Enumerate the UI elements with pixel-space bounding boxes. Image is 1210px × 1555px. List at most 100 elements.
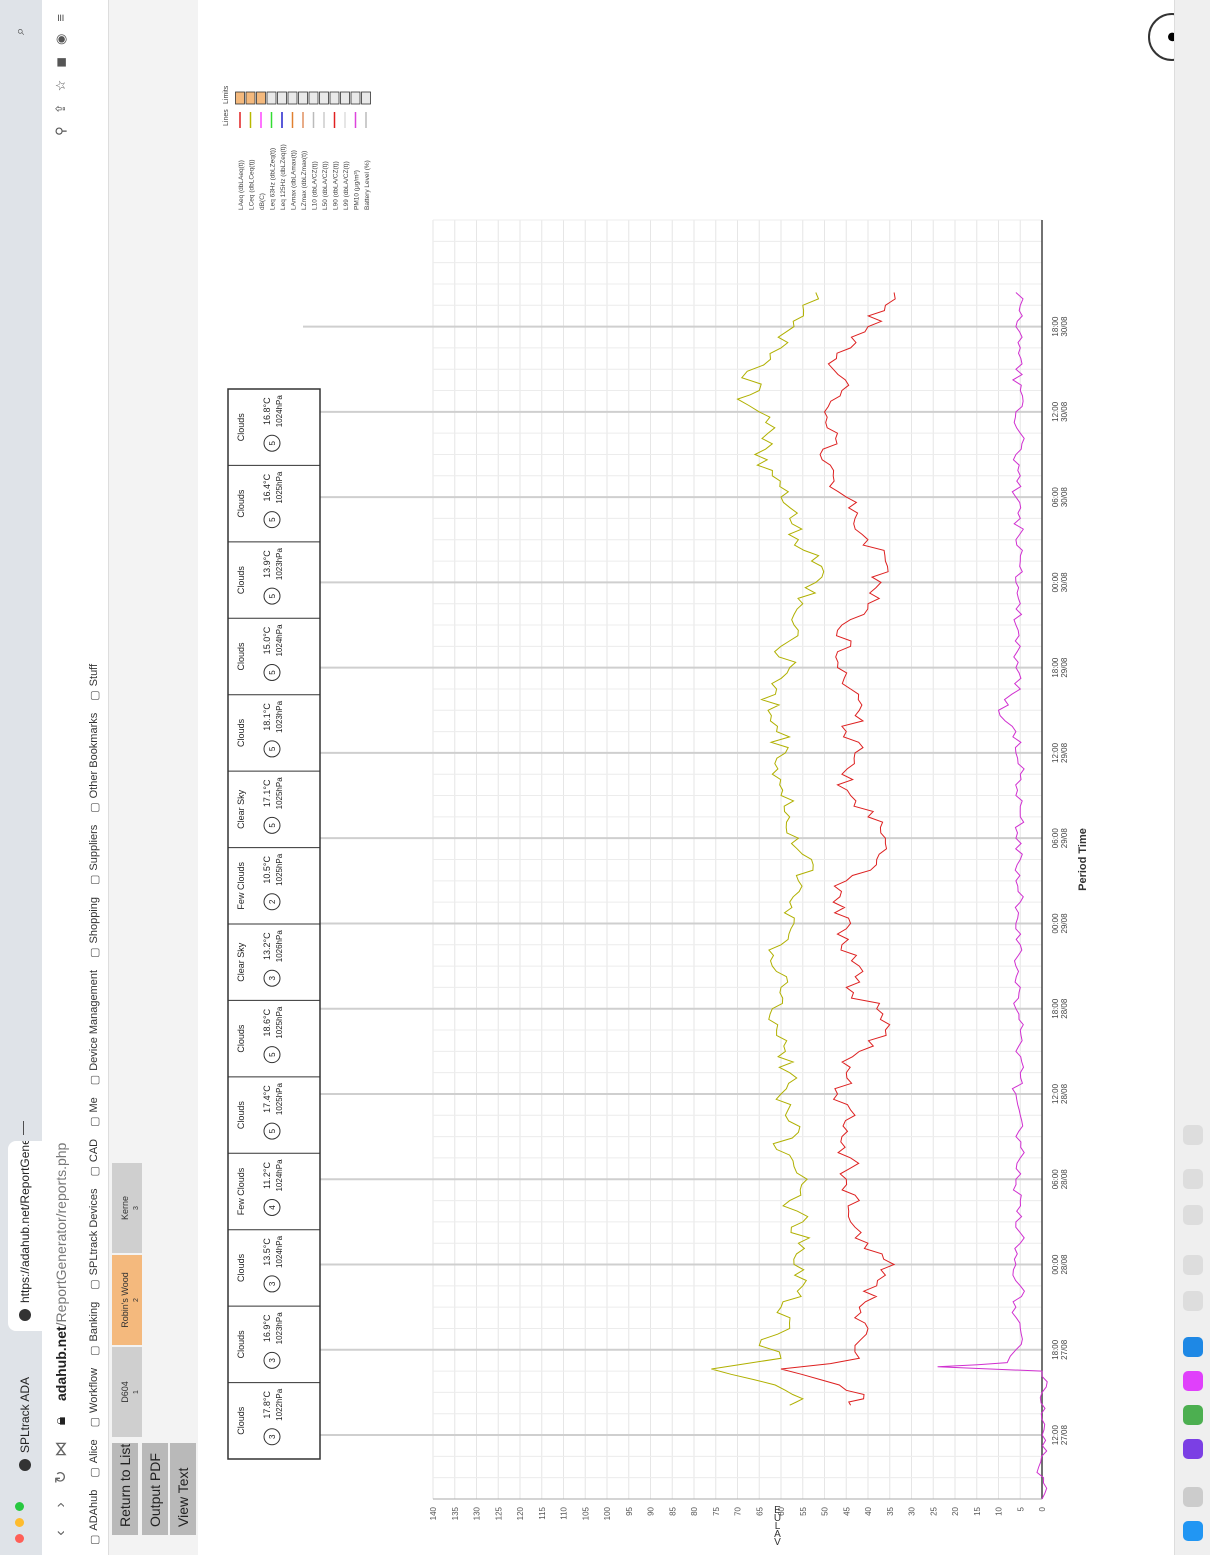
y-tick-label: 100 xyxy=(603,1506,612,1520)
x-tick-date-label: 30/08 xyxy=(1060,316,1069,337)
weather-cell: Few Clouds 2 10.5°C 1025hPa xyxy=(228,853,320,925)
x-tick-label: 06:00 xyxy=(1051,1169,1060,1190)
bookmark-label: Alice xyxy=(88,1439,100,1464)
folder-icon: ▢ xyxy=(88,947,101,958)
y-tick-label: 5 xyxy=(1016,1506,1025,1511)
site-tab-d604[interactable]: D604 1 xyxy=(112,1347,142,1437)
weather-temperature: 18.6°C xyxy=(262,1008,272,1036)
site-tab-label: Robin's Wood xyxy=(120,1272,130,1328)
legend-entry-label: Leq 63Hz (dbLZeq(t)) xyxy=(270,148,277,210)
output-pdf-button[interactable]: Output PDF xyxy=(142,1443,168,1535)
bookmark-item[interactable]: ▢ Stuff xyxy=(88,664,101,701)
weather-temperature: 13.9°C xyxy=(262,550,272,578)
weather-cell: Clouds 3 17.8°C 1022hPa xyxy=(228,1388,320,1460)
search-tabs-icon[interactable]: ⌕ xyxy=(12,27,27,35)
bookmark-item[interactable]: ▢ Other Bookmarks xyxy=(88,713,101,813)
return-to-list-button[interactable]: Return to List xyxy=(112,1443,138,1535)
folder-icon: ▢ xyxy=(88,1467,101,1478)
weather-temperature: 17.4°C xyxy=(262,1085,272,1113)
bookmark-item[interactable]: ▢ Me xyxy=(88,1097,101,1127)
x-tick-date-label: 30/08 xyxy=(1060,572,1069,593)
y-tick-label: 125 xyxy=(494,1506,503,1520)
x-tick-label: 18:00 xyxy=(1051,657,1060,678)
x-tick-label: 18:00 xyxy=(1051,316,1060,337)
weather-pressure: 1025hPa xyxy=(275,777,284,810)
settings-icon[interactable] xyxy=(1183,1291,1203,1311)
weather-condition: Clouds xyxy=(236,1253,246,1282)
menu-icon[interactable]: ≡ xyxy=(53,14,68,22)
y-tick-label: 15 xyxy=(973,1506,982,1515)
y-tick-label: 90 xyxy=(647,1506,656,1515)
legend-limit-toggle xyxy=(287,91,298,105)
weather-temperature: 13.5°C xyxy=(262,1238,272,1266)
tab-report-generator[interactable]: https://adahub.net/ReportGene xyxy=(8,1141,42,1331)
clock-icon[interactable] xyxy=(1183,1169,1203,1189)
profile-icon[interactable]: ◉ xyxy=(53,33,68,45)
bookmark-item[interactable]: ▢ Banking xyxy=(88,1302,101,1356)
weather-condition: Few Clouds xyxy=(236,862,246,910)
photos-icon[interactable] xyxy=(1183,1371,1203,1391)
x-tick-date-label: 28/08 xyxy=(1060,1254,1069,1275)
app-icon[interactable] xyxy=(1183,1439,1203,1459)
report-chart: 0510152025303540455055606570758085909510… xyxy=(223,85,1089,1548)
extension-icon[interactable]: ◼ xyxy=(53,56,68,68)
bookmark-item[interactable]: ▢ Device Management xyxy=(88,970,101,1085)
forward-icon[interactable]: › xyxy=(52,1502,69,1508)
weather-condition: Clouds xyxy=(236,1024,246,1053)
view-text-button[interactable]: View Text xyxy=(170,1443,196,1535)
weather-condition: Clouds xyxy=(236,1406,246,1435)
url-bar[interactable]: adahub.net/ReportGenerator/reports.php xyxy=(53,1143,69,1401)
weather-cell: Clear Sky 5 17.1°C 1025hPa xyxy=(228,777,320,849)
x-tick-date-label: 27/08 xyxy=(1060,1424,1069,1445)
bookmark-label: ADAhub xyxy=(88,1489,100,1531)
wind-direction-icon xyxy=(263,1122,281,1140)
bookmark-item[interactable]: ▢ CAD xyxy=(88,1139,101,1177)
messages-icon[interactable] xyxy=(1183,1405,1203,1425)
bookmark-item[interactable]: ▢ Alice xyxy=(88,1439,101,1477)
bookmark-star-icon[interactable]: ☆ xyxy=(53,79,68,92)
bookmark-item[interactable]: ▢ SPLtrack Devices xyxy=(88,1189,101,1290)
weather-cell: Clouds 3 13.5°C 1024hPa xyxy=(228,1235,320,1307)
tab-spltrack[interactable]: SPLtrack ADA xyxy=(8,1331,42,1481)
site-tab-robins-wood[interactable]: Robin's Wood 2 xyxy=(112,1255,142,1345)
safari-icon[interactable] xyxy=(1183,1337,1203,1357)
maps-icon[interactable] xyxy=(1183,1255,1203,1275)
site-tab-kerne[interactable]: Kerne 3 xyxy=(112,1163,142,1253)
new-tab-button[interactable]: — xyxy=(14,1121,30,1135)
wind-speed: 5 xyxy=(268,1128,277,1133)
tab-label: https://adahub.net/ReportGene xyxy=(18,1141,32,1303)
back-icon[interactable]: ‹ xyxy=(52,1530,69,1536)
bookmark-item[interactable]: ▢ Suppliers xyxy=(88,825,101,885)
report-panel: 0 5 10 15 20 25 30 35 40 45 50 55 60 65 70 75 80 85 90 95 10… xyxy=(198,0,1174,1555)
bookmark-item[interactable]: ▢ Workflow xyxy=(88,1368,101,1427)
bookmark-item[interactable]: ▢ Shopping xyxy=(88,897,101,958)
wind-direction-icon xyxy=(263,587,281,605)
maximize-window-button[interactable] xyxy=(15,1502,24,1511)
launcher-icon[interactable] xyxy=(1183,1487,1203,1507)
extensions-icon[interactable]: ⋈ xyxy=(53,1441,70,1457)
close-window-button[interactable] xyxy=(15,1534,24,1543)
reload-icon[interactable]: ↻ xyxy=(53,1470,70,1484)
y-axis-title-letter: L xyxy=(775,1521,781,1532)
wind-direction-icon xyxy=(263,434,281,452)
weather-temperature: 11.2°C xyxy=(262,1162,272,1189)
x-tick-label: 00:00 xyxy=(1051,572,1060,593)
terminal-icon[interactable] xyxy=(1183,1125,1203,1145)
weather-condition: Clouds xyxy=(236,413,246,442)
weather-pressure: 1022hPa xyxy=(275,1388,284,1421)
x-tick-label: 12:00 xyxy=(1051,742,1060,763)
bookmark-item[interactable]: ▢ ADAhub xyxy=(88,1490,101,1545)
minimize-window-button[interactable] xyxy=(15,1518,24,1527)
wind-speed: 5 xyxy=(268,1052,277,1057)
taskbar xyxy=(1174,0,1210,1555)
weather-pressure: 1025hPa xyxy=(275,853,284,886)
notes-icon[interactable] xyxy=(1183,1205,1203,1225)
weather-temperature: 17.8°C xyxy=(262,1390,272,1418)
x-tick-label: 12:00 xyxy=(1051,401,1060,422)
wind-direction-icon xyxy=(263,1046,281,1064)
share-icon[interactable]: ⇪ xyxy=(53,103,68,115)
zoom-icon[interactable]: ⚲ xyxy=(53,126,68,136)
finder-icon[interactable] xyxy=(1183,1521,1203,1541)
folder-icon: ▢ xyxy=(88,1116,101,1127)
x-tick-date-label: 28/08 xyxy=(1060,1083,1069,1104)
